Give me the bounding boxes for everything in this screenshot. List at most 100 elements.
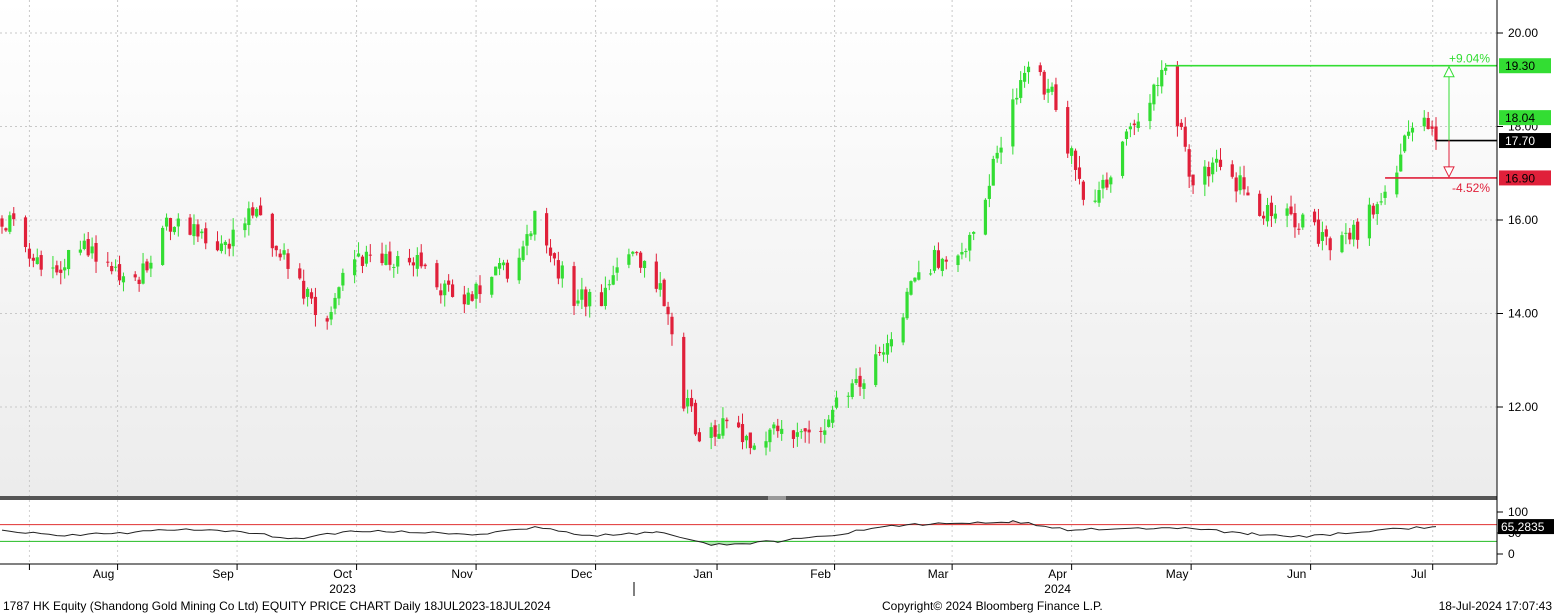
candle-body [1234,177,1238,192]
candle-body [329,312,333,320]
rsi-fill-region [703,541,759,546]
candle-body [1042,71,1046,95]
candle-body [1191,174,1195,186]
rsi-gridlines [28,500,1434,564]
candle-body [435,263,439,288]
candle-body [854,379,858,384]
candle-body [462,294,466,305]
candle-body [474,283,478,299]
candle-body [831,409,835,423]
candle-body [1026,66,1031,73]
candle-body [917,272,921,280]
candle-body [1120,141,1125,176]
candle-body [599,292,604,307]
candle-body [192,224,196,237]
candle-body [1410,127,1415,133]
candle-body [274,245,278,251]
candle-body [149,262,153,269]
candle-body [117,264,122,281]
candle-body [889,339,893,347]
candle-body [689,397,694,407]
candle-body [1383,191,1387,198]
candle-body [1258,193,1262,216]
candle-body [995,152,999,159]
candle-body [1297,228,1301,230]
candle-body [1293,213,1297,228]
candle-body [846,395,850,397]
candle-body [1265,204,1270,222]
candle-body [1316,219,1321,244]
candle-body [956,255,960,266]
candle-body [137,279,141,284]
candle-body [1183,126,1187,147]
svg-text:19.30: 19.30 [1505,59,1535,73]
candle-body [8,215,12,232]
month-label: Mar [928,567,949,581]
candle-body [662,279,666,307]
candle-body [86,239,90,256]
candle-body [1097,190,1101,203]
candle-body [1164,67,1168,71]
candle-body [717,433,721,439]
candle-body [1371,205,1375,215]
candle-body [1395,172,1399,195]
candle-body [615,267,619,273]
candle-body [658,283,662,290]
candle-body [1246,192,1250,196]
candle-body [255,208,259,217]
candle-body [1081,181,1085,200]
candle-body [576,300,580,304]
candle-body [545,213,549,246]
candle-body [0,218,4,227]
candle-body [51,267,55,269]
candle-body [1218,159,1223,167]
candle-body [1187,149,1191,177]
rsi-tick-label: 100 [1508,505,1528,519]
candle-body [1214,158,1219,163]
candle-body [944,259,948,262]
upside-percent: +9.04% [1449,52,1490,66]
candle-body [1023,72,1027,82]
candle-body [55,265,59,273]
candle-body [999,147,1003,153]
ma-tag: 18.04 [1499,110,1551,126]
candle-body [141,263,145,284]
rsi-line [1,520,1437,546]
candle-body [396,256,400,267]
candle-body [1132,123,1136,126]
svg-text:16.90: 16.90 [1505,171,1535,185]
candle-body [450,284,455,297]
month-label: Nov [451,567,472,581]
candle-body [1046,88,1050,93]
month-label: Aug [93,567,114,581]
candle-body [1238,175,1242,191]
candle-body [1175,66,1180,127]
candle-body [63,267,67,271]
candle-body [501,262,506,266]
candle-body [247,208,251,226]
candle-body [725,419,729,422]
candle-body [1050,86,1054,92]
candle-body [1230,164,1234,177]
candle-body [607,284,611,286]
candle-body [940,258,944,271]
candle-body [1128,126,1132,130]
month-label: Jul [1411,567,1426,581]
candle-body [466,292,470,305]
candle-body [1328,238,1332,251]
downside-percent: -4.52% [1452,181,1490,195]
candle-body [341,272,345,286]
candle-body [635,252,639,254]
candle-body [666,306,670,315]
candle-body [686,398,690,407]
candle-body [1403,135,1407,152]
panel-splitter-handle[interactable] [768,496,786,500]
candle-body [556,260,560,279]
month-label: Jun [1287,567,1306,581]
price-tick-label: 16.00 [1508,213,1538,227]
candle-body [1344,232,1348,234]
candle-body [360,256,365,266]
candle-body [1207,166,1211,177]
candle-body [258,205,263,216]
